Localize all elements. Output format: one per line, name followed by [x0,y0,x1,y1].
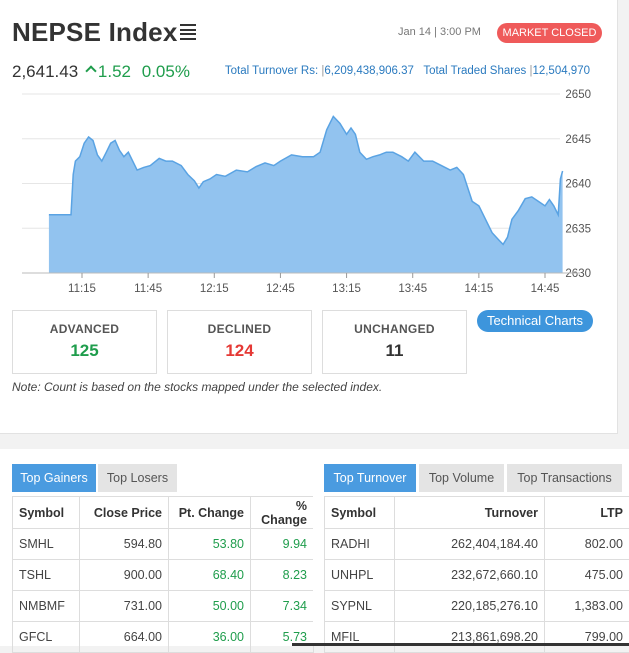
shares-label: Total Traded Shares [423,65,526,77]
row-symbol[interactable]: TSHL [13,560,80,591]
table-row[interactable]: UNHPL 232,672,660.10 475.00 [325,560,629,591]
row-ltp: 475.00 [545,560,629,591]
gainers-table: Symbol Close Price Pt. Change % Change S… [12,496,314,653]
index-card: NEPSE Index Jan 14 | 3:00 PM MARKET CLOS… [0,0,618,434]
advanced-label: ADVANCED [13,322,156,336]
turnover-value: 6,209,438,906.37 [324,65,414,77]
up-arrow-icon [85,65,96,76]
col-ltp[interactable]: LTP [545,497,629,529]
col-symbol[interactable]: Symbol [13,497,80,529]
row-pct-change: 5.73 [251,622,314,653]
turnover-label: Total Turnover Rs: [225,65,318,77]
x-tick-label: 14:45 [531,283,560,295]
page-title: NEPSE Index [12,17,177,48]
row-ltp: 1,383.00 [545,591,629,622]
turnover-panel: Top Turnover Top Volume Top Transactions… [313,449,629,646]
table-row[interactable]: SYPNL 220,185,276.10 1,383.00 [325,591,629,622]
advanced-count: 125 [13,341,156,361]
table-header-row: Symbol Turnover LTP [325,497,629,529]
index-change-pct: 0.05% [142,62,190,81]
declined-label: DECLINED [168,322,311,336]
row-pt-change: 68.40 [169,560,251,591]
y-tick-label: 2630 [565,268,591,280]
declined-count: 124 [168,341,311,361]
y-tick-label: 2650 [565,89,591,101]
table-header-row: Symbol Close Price Pt. Change % Change [13,497,314,529]
x-tick-label: 11:45 [134,283,162,295]
unchanged-label: UNCHANGED [323,322,466,336]
row-turnover: 213,861,698.20 [395,622,545,653]
tab-top-volume[interactable]: Top Volume [419,464,504,492]
row-turnover: 220,185,276.10 [395,591,545,622]
col-turnover[interactable]: Turnover [395,497,545,529]
row-symbol[interactable]: SMHL [13,529,80,560]
index-change: 1.52 [98,62,131,81]
index-summary: 2,641.43 1.52 0.05% [12,62,190,82]
technical-charts-button[interactable]: Technical Charts [477,310,593,332]
col-symbol[interactable]: Symbol [325,497,395,529]
row-pt-change: 36.00 [169,622,251,653]
y-tick-label: 2635 [565,223,591,235]
x-tick-label: 13:45 [398,283,427,295]
turnover-table: Symbol Turnover LTP RADHI 262,404,184.40… [324,496,629,653]
row-ltp: 799.00 [545,622,629,653]
unchanged-box: UNCHANGED 11 [322,310,467,374]
menu-icon[interactable] [180,24,196,40]
row-symbol[interactable]: UNHPL [325,560,395,591]
x-tick-label: 12:45 [266,283,295,295]
unchanged-count: 11 [323,341,466,361]
row-pt-change: 50.00 [169,591,251,622]
tab-top-turnover[interactable]: Top Turnover [324,464,416,492]
row-symbol[interactable]: SYPNL [325,591,395,622]
table-row[interactable]: RADHI 262,404,184.40 802.00 [325,529,629,560]
row-turnover: 232,672,660.10 [395,560,545,591]
row-close-price: 664.00 [80,622,169,653]
x-tick-label: 11:15 [68,283,96,295]
index-value: 2,641.43 [12,62,78,81]
row-close-price: 594.80 [80,529,169,560]
row-pct-change: 8.23 [251,560,314,591]
row-symbol[interactable]: GFCL [13,622,80,653]
row-ltp: 802.00 [545,529,629,560]
table-row[interactable]: TSHL 900.00 68.40 8.23 [13,560,314,591]
y-tick-label: 2640 [565,179,591,191]
tab-top-transactions[interactable]: Top Transactions [507,464,622,492]
table-row[interactable]: GFCL 664.00 36.00 5.73 [13,622,314,653]
declined-box: DECLINED 124 [167,310,312,374]
market-status-badge: MARKET CLOSED [497,23,602,43]
row-symbol[interactable]: NMBMF [13,591,80,622]
tab-top-gainers[interactable]: Top Gainers [12,464,96,492]
row-pct-change: 7.34 [251,591,314,622]
table-row[interactable]: NMBMF 731.00 50.00 7.34 [13,591,314,622]
x-tick-label: 14:15 [464,283,493,295]
tab-top-losers[interactable]: Top Losers [98,464,177,492]
row-pct-change: 9.94 [251,529,314,560]
index-area [49,116,563,273]
y-tick-label: 2645 [565,134,591,146]
index-chart[interactable]: 2650 2645 2640 2635 2630 11:15 11:45 12:15 12:45… [0,85,617,300]
market-date: Jan 14 | 3:00 PM [398,26,481,38]
x-tick-label: 12:15 [200,283,229,295]
shares-value: 12,504,970 [532,65,590,77]
col-pt-change[interactable]: Pt. Change [169,497,251,529]
row-pt-change: 53.80 [169,529,251,560]
row-symbol[interactable]: MFIL [325,622,395,653]
row-symbol[interactable]: RADHI [325,529,395,560]
table-row[interactable]: SMHL 594.80 53.80 9.94 [13,529,314,560]
row-turnover: 262,404,184.40 [395,529,545,560]
row-close-price: 731.00 [80,591,169,622]
x-tick-label: 13:15 [332,283,361,295]
index-note: Note: Count is based on the stocks mappe… [12,380,382,394]
table-row[interactable]: MFIL 213,861,698.20 799.00 [325,622,629,653]
market-totals: Total Turnover Rs: |6,209,438,906.37 Tot… [225,65,590,77]
col-close-price[interactable]: Close Price [80,497,169,529]
gainers-panel: Top Gainers Top Losers Symbol Close Pric… [0,449,313,646]
advanced-box: ADVANCED 125 [12,310,157,374]
col-pct-change[interactable]: % Change [251,497,314,529]
row-close-price: 900.00 [80,560,169,591]
